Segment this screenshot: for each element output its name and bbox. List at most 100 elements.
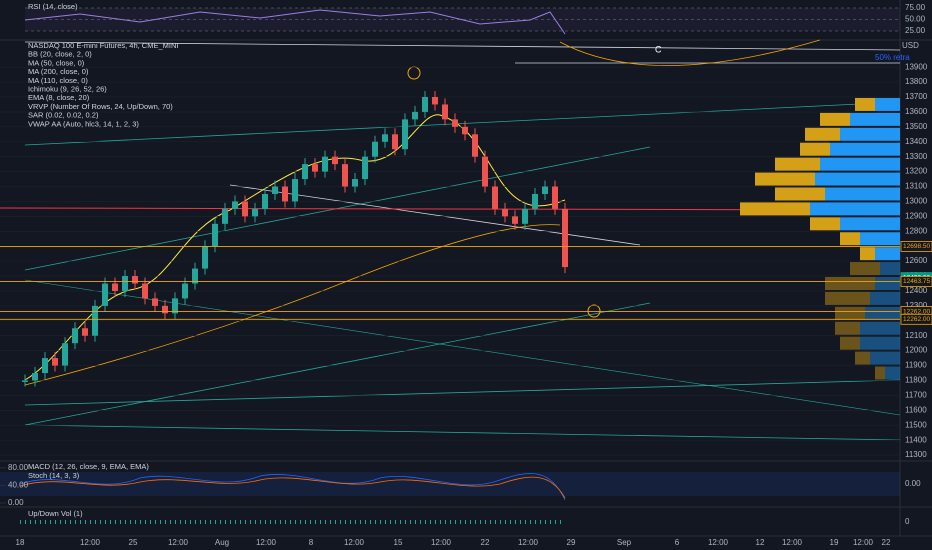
vol-label: Up/Down Vol (1) [28, 509, 83, 518]
time-label: 12:00 [518, 538, 539, 547]
vp-up [860, 336, 900, 350]
time-label: 12:00 [256, 538, 277, 547]
candle [152, 298, 158, 306]
candle [72, 328, 78, 344]
candle [542, 186, 548, 194]
price-tick-label: 13900 [905, 62, 928, 71]
vp-down [825, 291, 870, 305]
macd-tick-label: 80.00 [8, 463, 29, 472]
candle [162, 305, 168, 314]
macd-line [19, 473, 566, 501]
candle [192, 268, 198, 284]
vp-down [825, 277, 875, 290]
vp-up [875, 277, 900, 290]
candle [482, 156, 488, 187]
time-label: 12:00 [344, 538, 365, 547]
candle [62, 343, 68, 366]
candle [562, 208, 568, 268]
vp-down [855, 351, 870, 365]
price-tag-label: 12463.75 [903, 278, 930, 285]
vp-down [820, 112, 850, 126]
candle [342, 164, 348, 187]
vp-up [870, 291, 900, 305]
candle [432, 97, 438, 105]
time-label: 12:00 [853, 538, 874, 547]
candle [42, 358, 48, 374]
candle [382, 134, 388, 142]
time-label: 29 [567, 538, 576, 547]
time-label: Aug [215, 538, 229, 547]
vp-down [855, 97, 875, 111]
rsi-tick-label: 25.00 [905, 26, 926, 35]
indicator-label: Ichimoku (9, 26, 52, 26) [28, 84, 107, 93]
candle [412, 111, 418, 120]
symbol-title: NASDAQ 100 E-mini Futures, 4h, CME_MINI [28, 41, 178, 50]
price-tick-label: 12400 [905, 286, 928, 295]
price-tag-label: 12262.00 [903, 316, 930, 323]
vp-up [830, 142, 900, 156]
price-tick-label: 12300 [905, 301, 928, 310]
candle [502, 208, 508, 217]
price-tick-label: 11700 [905, 391, 927, 400]
time-label: 8 [309, 538, 314, 547]
price-tick-label: 13700 [905, 92, 928, 101]
vp-up [810, 202, 900, 216]
candle [392, 134, 398, 150]
candle [492, 186, 498, 209]
candle [122, 276, 128, 291]
price-tick-label: 13200 [905, 167, 928, 176]
candle [552, 186, 558, 209]
candle [172, 298, 178, 314]
vp-down [835, 306, 865, 320]
time-label: 12:00 [431, 538, 452, 547]
price-tag [900, 241, 932, 252]
candle [32, 373, 38, 381]
vp-up [885, 366, 900, 380]
time-label: 19 [830, 538, 839, 547]
price-tick-label: 13300 [905, 152, 928, 161]
vp-up [870, 351, 900, 365]
candle [472, 134, 478, 157]
price-tick-label: 12900 [905, 211, 928, 220]
price-tick-label: 12000 [905, 346, 928, 355]
candle [112, 283, 118, 291]
macd-tick-label: 40.00 [8, 481, 29, 490]
vp-down [850, 262, 880, 276]
price-tick-label: 11600 [905, 405, 927, 414]
price-tick-label: 12800 [905, 226, 928, 235]
time-label: 22 [882, 538, 891, 547]
rsi-tick-label: 50.00 [905, 15, 926, 24]
price-tag [900, 313, 932, 325]
candle [312, 164, 318, 172]
price-tag-label: 12262.00 [903, 308, 930, 315]
price-tick-label: 13800 [905, 77, 928, 86]
time-label: 12:00 [168, 538, 189, 547]
candle [212, 223, 218, 247]
trend-line [24, 279, 901, 416]
rsi-line [24, 9, 566, 35]
price-tick-label: 11300 [905, 450, 927, 459]
indicator-label: MA (110, close, 0) [28, 76, 88, 85]
ma-200 [24, 224, 561, 386]
vp-down [775, 157, 820, 171]
vp-up [850, 112, 900, 126]
circle-marker [587, 304, 601, 318]
indicator-label: MA (50, close, 0) [28, 58, 85, 67]
price-tick-label: 11800 [905, 376, 927, 385]
vp-down [875, 366, 885, 380]
candle [292, 179, 298, 202]
candle [142, 283, 148, 299]
signal-line [19, 476, 566, 499]
vp-down [810, 217, 840, 231]
candle [92, 305, 98, 336]
trend-line [24, 101, 901, 146]
vp-up [875, 247, 900, 261]
vp-up [860, 321, 900, 335]
candle [82, 328, 88, 336]
candle [402, 119, 408, 150]
time-label: 6 [675, 538, 680, 547]
candle [52, 358, 58, 366]
candle [102, 283, 108, 306]
candle [372, 141, 378, 157]
price-tick-label: 12100 [905, 331, 928, 340]
